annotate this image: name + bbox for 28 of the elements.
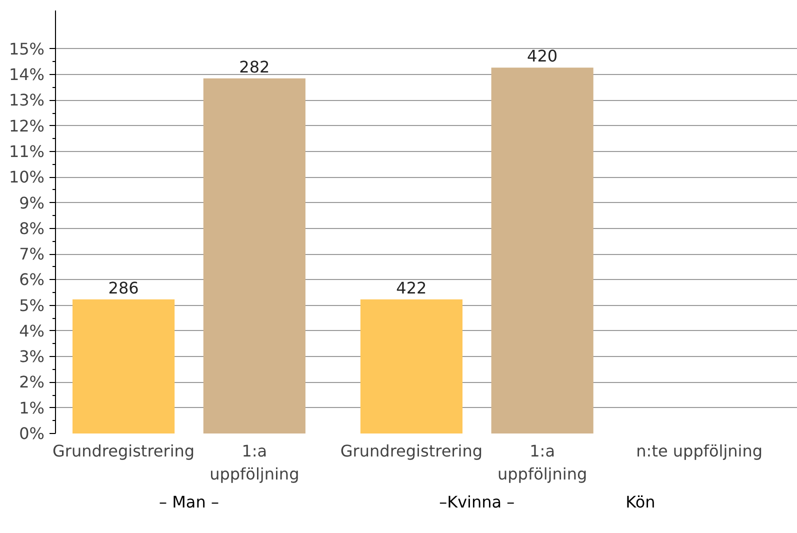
y-tick-label: 9% bbox=[19, 193, 45, 212]
text: –Kvinna – bbox=[439, 492, 515, 512]
annotation: 286 bbox=[108, 278, 139, 298]
y-tick-label: 7% bbox=[19, 244, 45, 264]
y-tick-label: 4% bbox=[19, 321, 45, 340]
y-tick-label: 6% bbox=[19, 270, 45, 290]
x-tick-label: Grundregistrering bbox=[52, 442, 195, 460]
y-tick-label: 14% bbox=[8, 65, 44, 84]
y-tick-label: 1% bbox=[19, 398, 45, 418]
y-tick-label: 3% bbox=[19, 347, 45, 366]
y-tick-label: 13% bbox=[8, 90, 44, 110]
annotation: 420 bbox=[527, 46, 558, 66]
x-tick-label: 1:a uppföljning bbox=[210, 442, 300, 484]
y-tick-label: 5% bbox=[19, 296, 45, 315]
x-tick-label: Grundregistrering bbox=[340, 442, 482, 460]
x-axis-title: Kön bbox=[626, 492, 656, 512]
y-tick-label: 11% bbox=[8, 142, 44, 161]
y-tick-label: 0% bbox=[19, 424, 45, 443]
x-tick-label: 1:a uppföljning bbox=[497, 442, 588, 484]
text: – Man – bbox=[159, 492, 219, 512]
y-tick-label: 8% bbox=[19, 218, 45, 238]
y-tick-label: 15% bbox=[8, 39, 44, 58]
y-tick-label: 2% bbox=[19, 372, 45, 392]
y-tick-label: 12% bbox=[8, 116, 44, 136]
x-tick-label: n:te uppföljning bbox=[636, 442, 763, 460]
annotation: 422 bbox=[396, 278, 427, 298]
y-tick-label: 10% bbox=[8, 168, 44, 187]
annotation: 282 bbox=[239, 57, 270, 76]
